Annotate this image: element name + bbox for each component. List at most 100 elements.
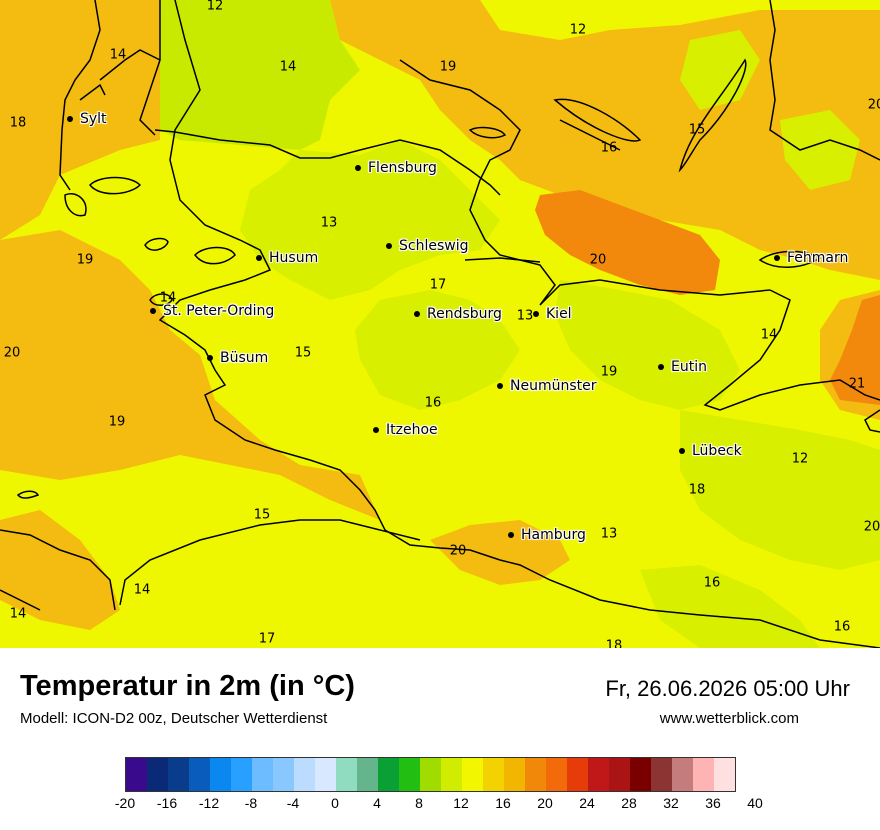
city-dot xyxy=(497,383,503,389)
temperature-value: 12 xyxy=(791,451,809,467)
city-name: Hamburg xyxy=(521,527,586,543)
legend-tick-label: -4 xyxy=(286,795,300,811)
city-name: Fehmarn xyxy=(787,250,849,266)
city-label: Kiel xyxy=(533,306,572,322)
temperature-value: 17 xyxy=(258,631,276,647)
city-label: Fehmarn xyxy=(774,250,848,266)
city-label: Büsum xyxy=(207,350,268,366)
temperature-value: 14 xyxy=(279,59,297,75)
legend-tick-label: 4 xyxy=(373,795,381,811)
map-canvas xyxy=(0,0,880,648)
city-name: Schleswig xyxy=(399,238,469,254)
temperature-value: 18 xyxy=(605,638,623,649)
city-name: Husum xyxy=(269,250,319,266)
legend-tick-label: 12 xyxy=(453,795,469,811)
temperature-value: 14 xyxy=(133,582,151,598)
legend-tick-label: -16 xyxy=(156,795,178,811)
legend-color-segment xyxy=(651,758,672,791)
legend-tick-label: 24 xyxy=(579,795,595,811)
temperature-value: 14 xyxy=(9,606,27,622)
city-dot xyxy=(774,255,780,261)
city-name: Kiel xyxy=(546,306,572,322)
city-name: Büsum xyxy=(220,350,269,366)
temperature-value: 19 xyxy=(439,59,457,75)
temperature-value: 16 xyxy=(703,575,721,591)
legend-color-segment xyxy=(126,758,147,791)
legend-color-segment xyxy=(336,758,357,791)
legend-color-segment xyxy=(294,758,315,791)
legend-tick-label: 0 xyxy=(331,795,339,811)
temperature-value: 14 xyxy=(159,290,177,306)
city-label: Husum xyxy=(256,250,318,266)
city-dot xyxy=(533,311,539,317)
legend-tick-label: 32 xyxy=(663,795,679,811)
city-dot xyxy=(150,308,156,314)
legend-color-segment xyxy=(441,758,462,791)
city-name: Eutin xyxy=(671,359,707,375)
city-dot xyxy=(355,165,361,171)
legend-color-segment xyxy=(378,758,399,791)
temperature-value: 15 xyxy=(294,345,312,361)
coastlines xyxy=(0,0,880,648)
temperature-value: 17 xyxy=(429,277,447,293)
city-label: St. Peter-Ording xyxy=(150,303,274,319)
city-name: Flensburg xyxy=(368,160,437,176)
legend-color-segment xyxy=(462,758,483,791)
temperature-value: 16 xyxy=(600,140,618,156)
legend-color-segment xyxy=(357,758,378,791)
legend-color-segment xyxy=(315,758,336,791)
legend-color-segment xyxy=(714,758,735,791)
legend-color-segment xyxy=(147,758,168,791)
legend-color-segment xyxy=(399,758,420,791)
legend-color-segment xyxy=(252,758,273,791)
legend-color-segment xyxy=(546,758,567,791)
temperature-value: 21 xyxy=(848,376,866,392)
city-dot xyxy=(508,532,514,538)
legend-tick-label: 40 xyxy=(747,795,763,811)
model-info: Modell: ICON-D2 00z, Deutscher Wetterdie… xyxy=(20,710,328,727)
temperature-value: 13 xyxy=(516,308,534,324)
temperature-value: 12 xyxy=(569,22,587,38)
legend-color-segment xyxy=(210,758,231,791)
temperature-value: 20 xyxy=(589,252,607,268)
map-title: Temperatur in 2m (in °C) xyxy=(20,670,355,702)
temperature-value: 13 xyxy=(320,215,338,231)
temperature-value: 20 xyxy=(3,345,21,361)
legend-color-segment xyxy=(609,758,630,791)
city-dot xyxy=(207,355,213,361)
temperature-value: 16 xyxy=(424,395,442,411)
temperature-value: 18 xyxy=(688,482,706,498)
legend-tick-label: -12 xyxy=(198,795,220,811)
city-label: Itzehoe xyxy=(373,422,438,438)
city-name: Itzehoe xyxy=(386,422,438,438)
city-label: Schleswig xyxy=(386,238,468,254)
temperature-value: 20 xyxy=(867,97,880,113)
legend-tick-label: -8 xyxy=(244,795,258,811)
legend-color-segment xyxy=(420,758,441,791)
legend-color-segment xyxy=(504,758,525,791)
legend-tick-label: -20 xyxy=(114,795,136,811)
legend-color-segment xyxy=(483,758,504,791)
legend-tick-label: 16 xyxy=(495,795,511,811)
temperature-value: 14 xyxy=(109,47,127,63)
temperature-value: 19 xyxy=(76,252,94,268)
city-label: Sylt xyxy=(67,111,107,127)
city-name: Neumünster xyxy=(510,378,597,394)
city-dot xyxy=(414,311,420,317)
legend-color-segment xyxy=(273,758,294,791)
legend-tick-label: 28 xyxy=(621,795,637,811)
hot-core-areas xyxy=(535,190,880,405)
legend-color-segment xyxy=(231,758,252,791)
city-name: Lübeck xyxy=(692,443,742,459)
city-name: St. Peter-Ording xyxy=(163,303,275,319)
website-link[interactable]: www.wetterblick.com xyxy=(659,710,799,727)
legend-color-segment xyxy=(588,758,609,791)
color-legend xyxy=(125,757,736,792)
temperature-value: 15 xyxy=(253,507,271,523)
city-label: Rendsburg xyxy=(414,306,502,322)
temperature-map[interactable]: 12 14 14 12 19 18 15 16 20 13 19 17 20 14 13 15 14 20 19 16… xyxy=(0,0,880,648)
city-dot xyxy=(67,116,73,122)
city-label: Flensburg xyxy=(355,160,437,176)
temperature-value: 20 xyxy=(449,543,467,559)
temperature-value: 16 xyxy=(833,619,851,635)
